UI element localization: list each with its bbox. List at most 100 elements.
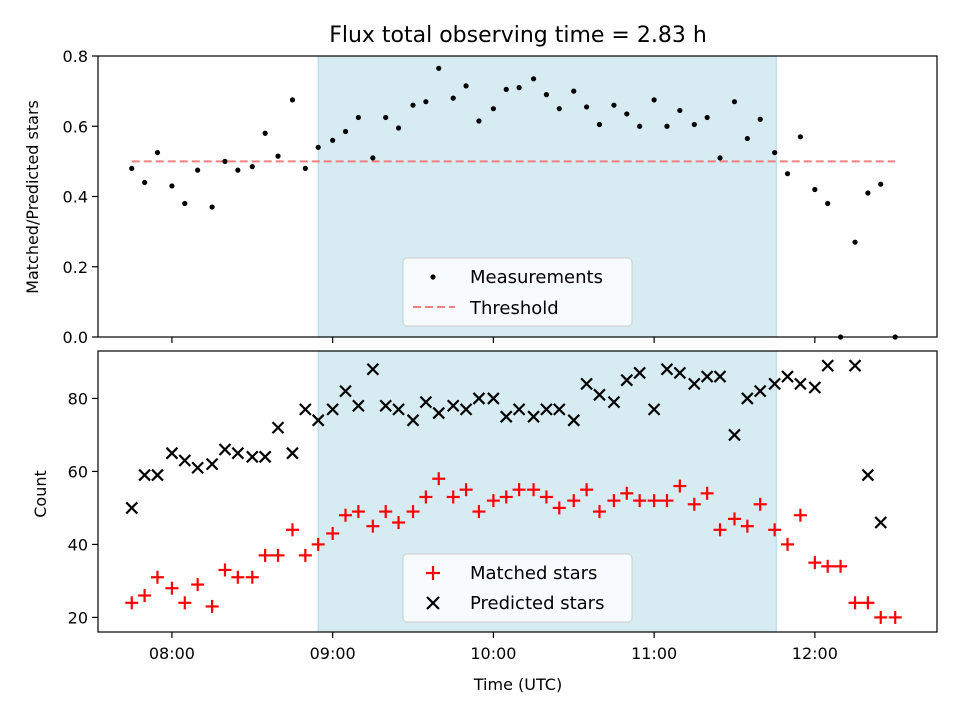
matched-star-point: [326, 526, 340, 540]
matched-star-point: [165, 581, 179, 595]
matched-star-point: [339, 508, 353, 522]
bottom-y-tick-label: 20: [68, 608, 88, 627]
predicted-star-point: [299, 403, 312, 416]
bottom-y-tick-label: 40: [68, 535, 88, 554]
matched-star-point: [808, 556, 822, 570]
matched-star-point: [231, 570, 245, 584]
top-y-tick-label: 0.4: [63, 188, 88, 207]
measurement-point: [516, 85, 522, 91]
predicted-star-point: [432, 406, 446, 420]
matched-star-point: [660, 494, 674, 508]
measurement-point: [571, 88, 577, 94]
matched-star-point: [552, 501, 566, 515]
predicted-star-point: [231, 446, 245, 460]
predicted-star-point: [286, 446, 299, 460]
measurement-point: [342, 128, 349, 135]
top-y-ticks: 0.0 0.2 0.4 0.6 0.8: [63, 47, 98, 347]
matched-star-point: [271, 548, 285, 562]
measurement-point: [302, 165, 308, 171]
measurement-point: [169, 183, 175, 189]
legend-matched-marker: [426, 566, 440, 580]
matched-star-point: [379, 505, 393, 519]
measurement-point: [355, 114, 361, 121]
measurement-point: [463, 83, 469, 89]
matched-star-point: [888, 610, 902, 624]
predicted-star-point: [271, 421, 285, 434]
predicted-star-point: [178, 454, 192, 467]
measurement-point: [543, 92, 550, 98]
predicted-star-point: [191, 461, 204, 475]
measurement-point: [784, 171, 791, 177]
matched-star-point: [713, 523, 727, 537]
matched-star-point: [392, 516, 406, 530]
matched-star-point: [191, 578, 205, 592]
measurement-point: [235, 167, 241, 173]
predicted-star-point: [688, 377, 701, 391]
measurement-point: [664, 123, 670, 129]
predicted-star-point: [379, 399, 392, 413]
predicted-star-point: [647, 403, 661, 416]
measurement-point: [691, 121, 697, 128]
matched-star-point: [740, 519, 754, 533]
measurement-point: [624, 111, 630, 117]
matched-star-point: [432, 472, 446, 486]
top-plot-frame: [97, 55, 938, 338]
measurement-point: [878, 181, 884, 187]
predicted-star-points: [125, 359, 888, 529]
predicted-star-point: [794, 377, 807, 391]
bottom-panel: 20 40 60 80 08:00 09:00 10:00 11:00 12:00 Count…: [31, 350, 938, 694]
top-panel: 0.0 0.2 0.4 0.6 0.8 Flux total observing tim…: [23, 23, 938, 347]
predicted-star-point: [633, 366, 646, 380]
matched-star-point: [539, 490, 553, 504]
legend-measurements-label: Measurements: [470, 267, 603, 288]
top-y-tick-label: 0.6: [63, 117, 88, 136]
matched-star-point: [781, 537, 795, 551]
matched-star-point: [245, 570, 259, 584]
predicted-star-point: [781, 370, 794, 383]
bottom-x-ticks: 08:00 09:00 10:00 11:00 12:00: [149, 632, 838, 663]
predicted-star-point: [472, 392, 486, 405]
legend-measurement-marker: [430, 274, 436, 280]
predicted-star-point: [700, 370, 714, 383]
predicted-star-point: [406, 414, 420, 427]
measurement-point: [195, 167, 201, 173]
matched-star-point: [285, 523, 299, 537]
bottom-legend-box: [402, 553, 633, 623]
legend-predicted-label: Predicted stars: [470, 593, 604, 614]
measurement-point: [797, 134, 803, 140]
measurement-point: [490, 106, 496, 112]
matched-star-point: [150, 570, 164, 584]
matched-star-point: [753, 497, 767, 511]
predicted-star-point: [567, 414, 581, 427]
measurement-point: [330, 137, 336, 143]
matched-star-point: [700, 486, 714, 500]
matched-star-point: [218, 563, 232, 577]
top-y-tick-label: 0.8: [63, 47, 88, 66]
measurement-point: [209, 204, 215, 210]
x-tick-label: 10:00: [470, 644, 516, 663]
matched-star-point: [527, 483, 541, 497]
matched-star-point: [861, 596, 875, 610]
measurement-point: [370, 155, 376, 161]
predicted-star-point: [326, 403, 339, 416]
predicted-star-point: [419, 395, 433, 409]
top-x-ticks: [171, 337, 816, 343]
predicted-star-point: [138, 468, 151, 482]
measurement-point: [395, 125, 402, 131]
measurement-point: [142, 179, 148, 186]
matched-star-point: [499, 490, 513, 504]
predicted-star-point: [660, 362, 674, 376]
matched-star-point: [205, 599, 219, 613]
measurement-point: [222, 158, 228, 164]
predicted-star-point: [392, 403, 405, 416]
matched-star-point: [592, 505, 606, 519]
measurement-point: [611, 102, 617, 108]
matched-star-point: [366, 519, 380, 533]
x-tick-label: 09:00: [310, 644, 356, 663]
measurement-point: [436, 65, 442, 71]
matched-star-point: [580, 483, 594, 497]
matched-star-point: [821, 559, 835, 573]
predicted-star-point: [861, 468, 875, 482]
legend-matched-label: Matched stars: [470, 563, 597, 584]
matched-star-points: [125, 472, 902, 624]
